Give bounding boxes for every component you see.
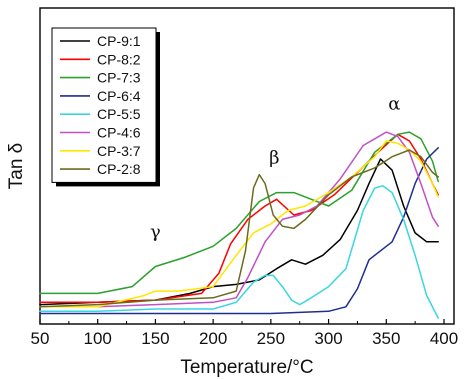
x-tick-label: 300 — [314, 329, 342, 348]
legend-label: CP-4:6 — [97, 125, 141, 141]
plot-frame — [39, 7, 455, 325]
x-axis-label: Temperature/°C — [180, 357, 313, 378]
series-line-7 — [39, 140, 439, 308]
series-line-8 — [39, 149, 439, 308]
legend-label: CP-3:7 — [97, 143, 141, 159]
legend-label: CP-5:5 — [97, 106, 141, 122]
annotation-1: α — [388, 94, 400, 115]
series-line-1 — [39, 158, 439, 306]
x-tick-label: 200 — [199, 329, 227, 348]
x-axis-ticks: 50 100 150 200 250 300 350 400 — [31, 319, 458, 348]
series-line-3 — [39, 131, 439, 295]
x-tick-label: 150 — [141, 329, 169, 348]
legend-label: CP-7:3 — [97, 70, 141, 86]
legend-label: CP-6:4 — [97, 88, 141, 104]
legend-label: CP-8:2 — [97, 51, 141, 67]
series-lines — [39, 131, 439, 319]
x-tick-label: 100 — [84, 329, 112, 348]
series-line-2 — [39, 133, 439, 304]
annotations: α β γ — [150, 94, 400, 243]
x-tick-label: 50 — [31, 329, 50, 348]
x-tick-label: 350 — [372, 329, 400, 348]
series-line-4 — [39, 147, 439, 315]
legend-label: CP-9:1 — [97, 33, 141, 49]
legend: CP-9:1 CP-8:2 CP-7:3 CP-6:4 CP-5:5 CP-4:6 CP-3… — [51, 27, 160, 187]
series-line-5 — [39, 185, 439, 319]
x-tick-label: 400 — [430, 329, 458, 348]
legend-label: CP-2:8 — [97, 161, 141, 177]
series-line-6 — [39, 131, 439, 308]
annotation-2: β — [269, 147, 279, 168]
y-axis-label: Tan δ — [6, 143, 27, 190]
x-tick-label: 250 — [257, 329, 285, 348]
annotation-3: γ — [150, 221, 161, 242]
legend-box — [51, 27, 157, 183]
